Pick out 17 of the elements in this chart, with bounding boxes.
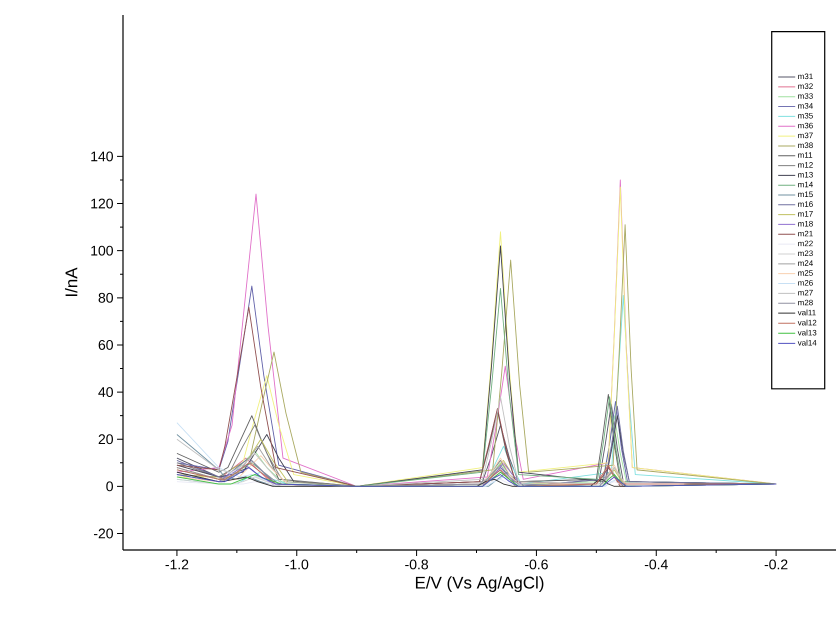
x-tick-label: -1.2	[166, 559, 188, 570]
x-tick-label: -0.6	[525, 559, 548, 570]
y-tick-label: 0	[106, 481, 113, 492]
x-tick-label: -1.0	[285, 559, 308, 570]
y-axis-title: I/nA	[64, 267, 78, 296]
y-tick-label: 100	[91, 246, 113, 256]
x-tick-label: -0.8	[405, 559, 428, 570]
x-tick-label: -0.4	[644, 559, 668, 570]
y-tick-label: 60	[98, 340, 113, 350]
y-tick-label: 140	[91, 151, 113, 162]
y-tick-label: 80	[98, 292, 113, 303]
y-tick-label: -20	[94, 528, 113, 538]
y-tick-label: 40	[98, 387, 113, 398]
x-axis-title: E/V (Vs Ag/AgCl)	[416, 576, 544, 592]
y-tick-label: 20	[98, 434, 113, 444]
y-tick-label: 120	[91, 198, 113, 208]
x-tick-label: -0.2	[764, 559, 788, 570]
